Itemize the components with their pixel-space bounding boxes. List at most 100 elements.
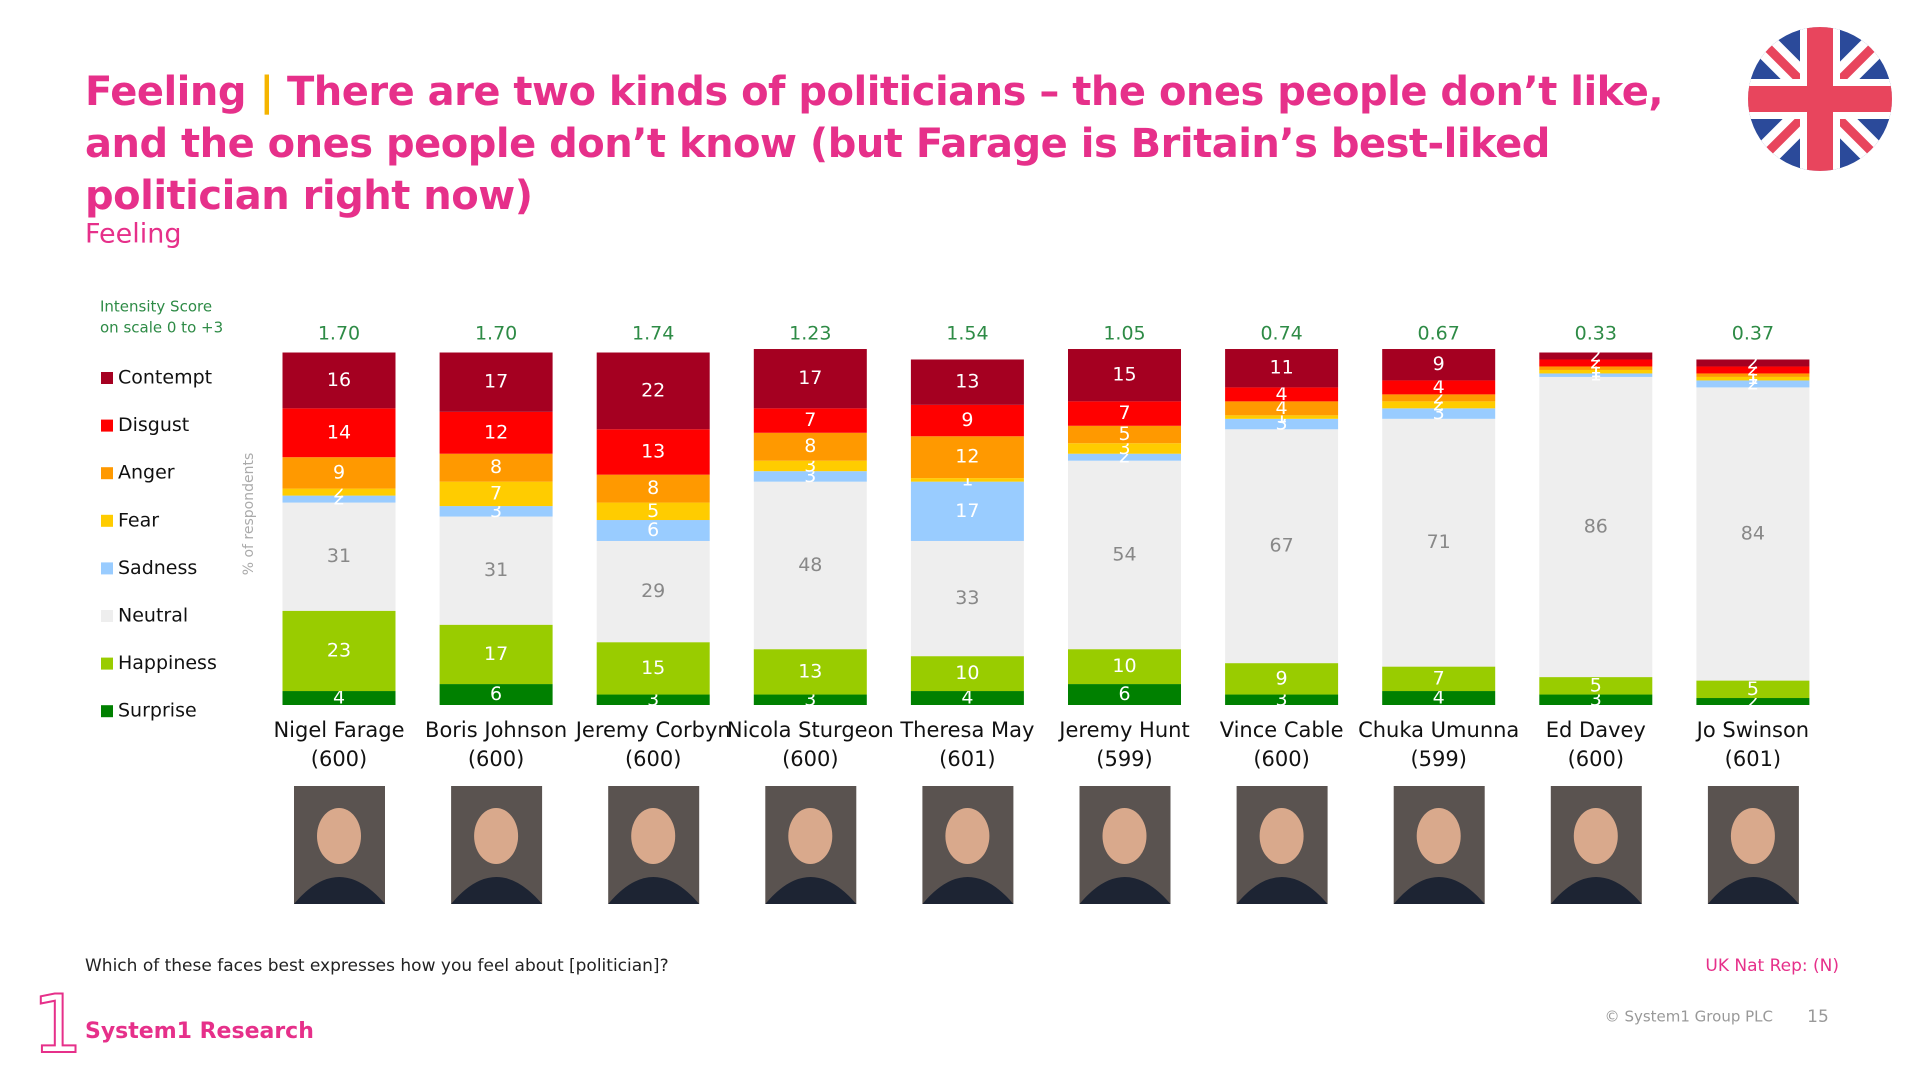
- bar-segment: [282, 352, 396, 409]
- bar-segment: [282, 488, 396, 496]
- bar-segment: [282, 408, 396, 458]
- bar-segment: [910, 359, 1024, 405]
- x-tick-label: Ed Davey: [1546, 718, 1646, 742]
- data-label: 8: [804, 435, 816, 457]
- photo-part: [1416, 808, 1461, 864]
- data-label: 29: [641, 580, 665, 602]
- bar-segment: [1696, 359, 1810, 367]
- sample-size: (600): [625, 747, 681, 771]
- data-label: 31: [484, 559, 508, 581]
- sample-size: (600): [468, 747, 524, 771]
- photo: [1707, 786, 1799, 904]
- photo-part: [1236, 877, 1328, 904]
- data-label: 22: [641, 379, 665, 401]
- photo: [608, 786, 700, 904]
- flag: [1748, 27, 1892, 171]
- data-label: 71: [1427, 531, 1451, 553]
- legend-label: Sadness: [118, 557, 197, 579]
- y-axis-label: % of respondents: [241, 453, 257, 576]
- data-label: 4: [1433, 687, 1445, 709]
- data-label: 9: [333, 461, 345, 483]
- bar-segment: [1539, 677, 1653, 695]
- data-label: 10: [955, 662, 979, 684]
- data-label: 6: [647, 519, 659, 541]
- bar-segment: [753, 432, 867, 461]
- data-label: 48: [798, 554, 822, 576]
- bar-segment: [910, 540, 1024, 657]
- bar-segment: [1068, 401, 1181, 426]
- bar-segment: [1225, 418, 1339, 430]
- data-label: 7: [1433, 667, 1445, 689]
- bar-segment: [910, 656, 1024, 692]
- data-label: 10: [1112, 655, 1136, 677]
- bar-segment: [1696, 380, 1810, 388]
- bar-segment: [910, 481, 1024, 541]
- photo-part: [1707, 877, 1799, 904]
- data-label: 14: [327, 421, 351, 443]
- bar-segment: [1225, 429, 1339, 664]
- bar-segment: [596, 520, 710, 541]
- bar-segment: [1539, 373, 1653, 377]
- data-label: 9: [1433, 353, 1445, 375]
- bar-segment: [596, 540, 710, 643]
- bar-segment: [910, 436, 1024, 479]
- legend-swatch: [101, 419, 113, 432]
- bar-segment: [439, 453, 553, 482]
- data-label: 6: [1118, 683, 1130, 705]
- separator: |: [259, 69, 274, 115]
- bar-segment: [910, 478, 1024, 482]
- intensity-score: 1.70: [475, 323, 517, 345]
- data-label: 13: [798, 660, 822, 682]
- legend-label: Contempt: [118, 367, 212, 389]
- photo-part: [1259, 808, 1304, 864]
- bar-segment: [1696, 376, 1810, 381]
- photo-part: [1550, 877, 1642, 904]
- bar-segment: [910, 691, 1024, 705]
- x-tick-label: Nigel Farage: [273, 718, 404, 742]
- intensity-score: 1.74: [632, 323, 674, 345]
- data-label: 17: [484, 371, 508, 393]
- bar-segment: [753, 349, 867, 409]
- legend-swatch: [101, 372, 113, 384]
- data-label: 7: [1118, 402, 1130, 424]
- photo: [922, 786, 1014, 904]
- bar-segment: [596, 642, 710, 695]
- bar-segment: [596, 502, 710, 521]
- legend-swatch: [101, 705, 113, 718]
- data-label: 8: [490, 456, 502, 478]
- title: Feeling | There are two kinds of politic…: [85, 66, 1705, 222]
- bar-segment: [1225, 401, 1339, 416]
- legend-label: Anger: [118, 462, 175, 484]
- bar-segment: [1382, 349, 1496, 381]
- sample-size: (600): [782, 747, 838, 771]
- photo-part: [474, 808, 519, 864]
- bar-segment: [1539, 352, 1653, 360]
- data-label: 23: [327, 639, 351, 661]
- photo-part: [765, 877, 857, 904]
- bar-segment: [282, 691, 396, 705]
- data-label: 2: [1747, 351, 1759, 373]
- intensity-score: 0.33: [1575, 323, 1617, 345]
- legend-label: Happiness: [118, 652, 217, 674]
- data-label: 4: [1433, 376, 1445, 398]
- photo-part: [608, 877, 700, 904]
- photo: [765, 786, 857, 904]
- bar-segment: [596, 474, 710, 503]
- bar-segment: [753, 471, 867, 482]
- x-tick-label: Theresa May: [899, 718, 1034, 742]
- legend-label: Fear: [118, 509, 159, 531]
- bar-segment: [753, 408, 867, 433]
- legend-swatch: [101, 467, 113, 480]
- photo-part: [922, 877, 1014, 904]
- photo-part: [788, 808, 833, 864]
- x-tick-label: Vince Cable: [1220, 718, 1344, 742]
- bar-segment: [439, 624, 553, 685]
- bar-segment: [1225, 387, 1339, 402]
- bar-segment: [1382, 408, 1496, 419]
- bar-segment: [1382, 691, 1496, 705]
- data-label: 12: [484, 421, 508, 443]
- bar-segment: [282, 610, 396, 692]
- bar-segment: [1068, 460, 1181, 650]
